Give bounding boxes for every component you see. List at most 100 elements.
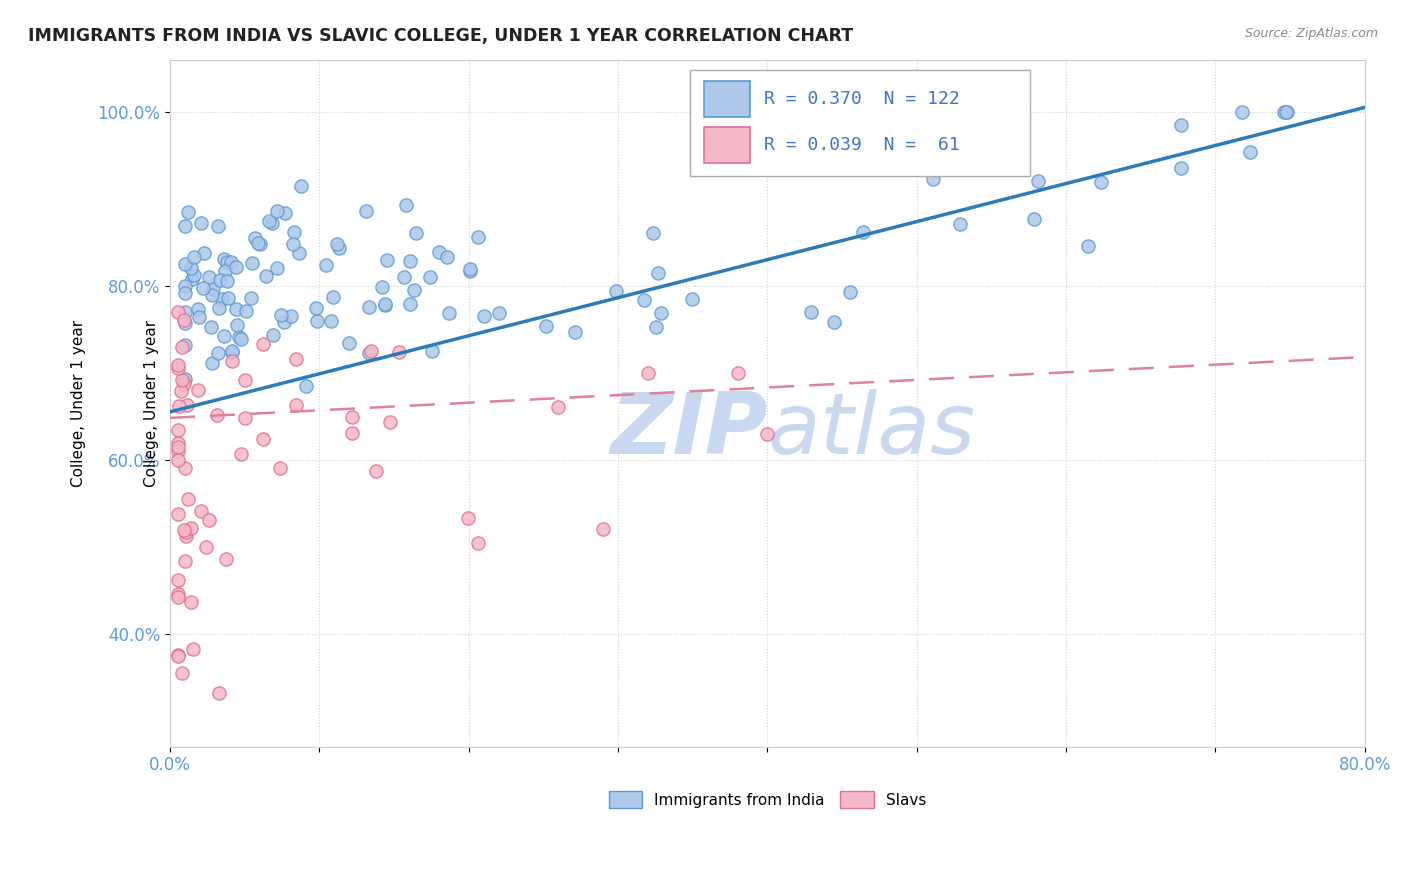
Point (201, 288, 224, 302)
Point (245, 231, 267, 245)
Point (166, 590, 188, 604)
Point (190, 504, 212, 518)
Point (404, 283, 426, 297)
Point (173, 461, 195, 475)
Point (170, 384, 193, 398)
Point (328, 241, 350, 255)
Point (212, 328, 235, 343)
Point (399, 296, 422, 310)
Point (949, 217, 972, 231)
Point (233, 373, 256, 387)
Point (174, 219, 197, 233)
Point (800, 305, 823, 319)
Point (198, 513, 221, 527)
Point (356, 204, 378, 219)
Point (235, 303, 257, 318)
Point (180, 521, 202, 535)
Point (280, 310, 302, 324)
Point (1024, 211, 1046, 226)
Point (252, 432, 274, 446)
Point (337, 336, 360, 351)
Point (193, 281, 215, 295)
Point (1230, 104, 1253, 119)
Point (176, 529, 198, 543)
Point (193, 245, 215, 260)
Point (364, 464, 387, 478)
FancyBboxPatch shape (704, 81, 749, 117)
Point (174, 316, 197, 330)
Point (288, 245, 311, 260)
Point (283, 226, 305, 240)
FancyBboxPatch shape (704, 127, 749, 162)
Point (174, 286, 197, 301)
Point (229, 447, 252, 461)
Point (990, 143, 1012, 157)
Point (240, 256, 263, 270)
Point (190, 215, 212, 229)
Point (322, 290, 344, 304)
Point (173, 523, 195, 537)
Point (211, 292, 233, 306)
Point (225, 260, 247, 275)
Point (174, 278, 197, 293)
Point (173, 313, 195, 327)
Point (166, 648, 188, 662)
Point (252, 337, 274, 351)
Point (371, 280, 394, 294)
Point (305, 301, 328, 315)
Point (756, 426, 779, 441)
Point (374, 297, 396, 311)
Point (231, 332, 253, 346)
Point (319, 314, 342, 328)
Point (294, 378, 316, 392)
Point (605, 285, 627, 299)
Point (645, 319, 668, 334)
Point (284, 351, 307, 366)
Point (187, 383, 209, 397)
Point (1274, 104, 1296, 119)
Point (208, 273, 231, 287)
Point (254, 268, 277, 283)
Point (166, 507, 188, 521)
Point (249, 236, 271, 251)
Point (340, 409, 363, 424)
Point (225, 301, 247, 316)
Point (460, 264, 482, 278)
Point (650, 306, 672, 320)
Point (274, 206, 297, 220)
Point (326, 237, 349, 252)
Point (166, 423, 188, 437)
Point (208, 686, 231, 700)
Text: R = 0.370  N = 122: R = 0.370 N = 122 (763, 90, 960, 108)
Point (641, 227, 664, 241)
Point (177, 492, 200, 507)
Point (180, 271, 202, 285)
Point (839, 285, 862, 299)
Point (281, 236, 304, 251)
Point (375, 253, 398, 268)
Point (188, 310, 211, 324)
Point (233, 411, 256, 425)
Point (166, 649, 188, 664)
Point (547, 401, 569, 415)
Text: atlas: atlas (768, 389, 976, 472)
Point (166, 444, 188, 458)
Point (174, 372, 197, 386)
Point (174, 305, 197, 319)
Point (239, 291, 262, 305)
Point (172, 665, 194, 680)
Point (852, 226, 875, 240)
Point (221, 354, 243, 368)
Point (1026, 174, 1049, 188)
Point (202, 282, 225, 296)
Point (392, 270, 415, 285)
Point (357, 346, 380, 360)
Point (166, 436, 188, 450)
Point (208, 301, 231, 316)
Point (305, 314, 328, 328)
Point (183, 250, 205, 264)
Point (419, 270, 441, 285)
Point (200, 356, 222, 370)
Text: IMMIGRANTS FROM INDIA VS SLAVIC COLLEGE, UNDER 1 YEAR CORRELATION CHART: IMMIGRANTS FROM INDIA VS SLAVIC COLLEGE,… (28, 27, 853, 45)
Point (457, 510, 479, 524)
